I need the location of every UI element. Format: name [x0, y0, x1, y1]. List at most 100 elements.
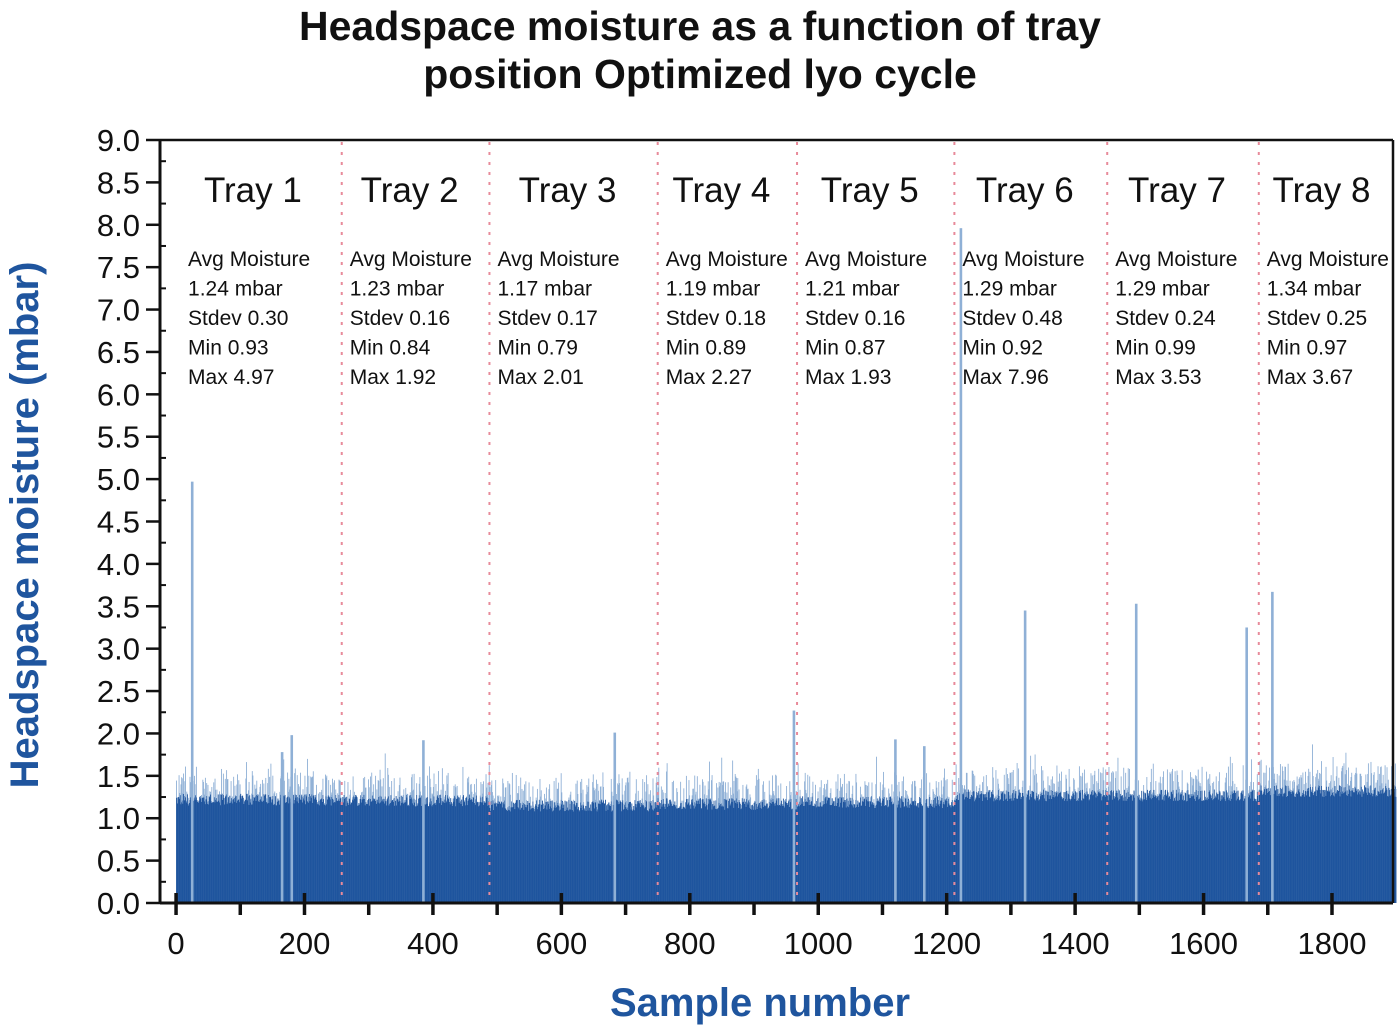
bar: [368, 798, 369, 903]
bar: [952, 805, 954, 903]
bar-tip: [1299, 777, 1301, 793]
bar: [1309, 796, 1311, 903]
bar: [1116, 791, 1118, 903]
bar: [1267, 792, 1269, 903]
bar: [643, 806, 645, 903]
bar-tip: [1072, 791, 1074, 794]
bar: [707, 809, 709, 903]
bar: [1348, 793, 1349, 903]
bar-tip: [1253, 782, 1254, 801]
bar: [1337, 790, 1339, 903]
bar: [1021, 796, 1023, 903]
bar: [1364, 787, 1366, 903]
bar: [1053, 797, 1055, 903]
bar: [1145, 793, 1147, 903]
bar: [506, 810, 508, 903]
bar-tip: [582, 789, 584, 805]
bar: [630, 802, 631, 903]
bar: [1137, 795, 1139, 903]
bar-tip: [1226, 772, 1227, 791]
bar: [869, 801, 871, 903]
bar: [646, 801, 648, 903]
bar: [393, 802, 395, 903]
bar-tip: [339, 780, 341, 799]
bar: [847, 806, 849, 903]
bar: [404, 800, 406, 903]
bar: [653, 810, 655, 903]
bar: [1202, 800, 1204, 903]
bar-tip: [311, 776, 313, 795]
bar-peak: [613, 732, 617, 903]
bar-tip: [1012, 770, 1014, 790]
bar-tip: [1048, 785, 1050, 799]
bar: [1364, 785, 1365, 903]
bar: [1157, 797, 1159, 903]
bar: [682, 806, 684, 903]
tray-name: Tray 1: [204, 171, 302, 210]
bar-tip: [983, 776, 985, 795]
bar: [367, 800, 369, 903]
bar-tip: [570, 791, 572, 810]
bar-tip: [248, 781, 250, 805]
bar-tip: [1282, 770, 1284, 797]
bar: [500, 803, 502, 903]
bar-tip: [864, 781, 866, 799]
bar: [213, 797, 215, 903]
bar: [610, 801, 612, 903]
bar: [876, 804, 877, 903]
bar-tip: [1177, 781, 1179, 801]
bar: [1333, 795, 1335, 903]
bar: [1129, 793, 1131, 903]
bar: [204, 801, 206, 903]
bar-tip: [287, 772, 289, 797]
bar: [1034, 799, 1035, 903]
bar-tip: [693, 788, 694, 806]
bar-tip: [734, 773, 736, 801]
bar: [514, 809, 516, 903]
bar: [1231, 798, 1233, 903]
bar: [647, 810, 649, 903]
bar: [856, 804, 858, 903]
bar-tip: [445, 790, 447, 795]
bar: [405, 794, 407, 903]
bar: [241, 796, 243, 903]
bar-tip: [455, 787, 457, 807]
bar-tip: [695, 791, 697, 804]
bar: [1340, 785, 1342, 903]
bar: [1001, 792, 1003, 903]
bar: [335, 797, 337, 903]
bar-tip: [179, 792, 181, 799]
bar: [540, 804, 542, 903]
bar: [502, 807, 504, 903]
bar: [707, 798, 709, 903]
bar: [563, 804, 565, 903]
bar: [999, 800, 1001, 903]
bar: [375, 803, 377, 903]
bar-tip: [508, 783, 510, 806]
bar-tip: [453, 785, 455, 802]
bar-tip: [384, 753, 386, 797]
bar: [319, 799, 321, 903]
bar: [324, 804, 326, 903]
bar: [361, 802, 362, 903]
bar-tip: [274, 791, 276, 805]
bar: [479, 805, 481, 903]
bar-tip: [1296, 776, 1298, 786]
bar-tip: [393, 798, 395, 803]
bar: [845, 800, 847, 903]
bar: [219, 794, 221, 903]
bar: [289, 798, 291, 903]
bar-tip: [185, 766, 186, 798]
bar: [338, 794, 340, 903]
bar: [935, 805, 937, 903]
bar: [838, 807, 840, 903]
bar-tip: [219, 791, 220, 803]
bar-tip: [585, 794, 587, 812]
bar-tip: [965, 772, 967, 797]
bar: [666, 798, 667, 903]
bar: [1134, 797, 1136, 903]
bar: [179, 795, 181, 903]
bar: [765, 805, 767, 903]
bar-tip: [474, 784, 475, 803]
